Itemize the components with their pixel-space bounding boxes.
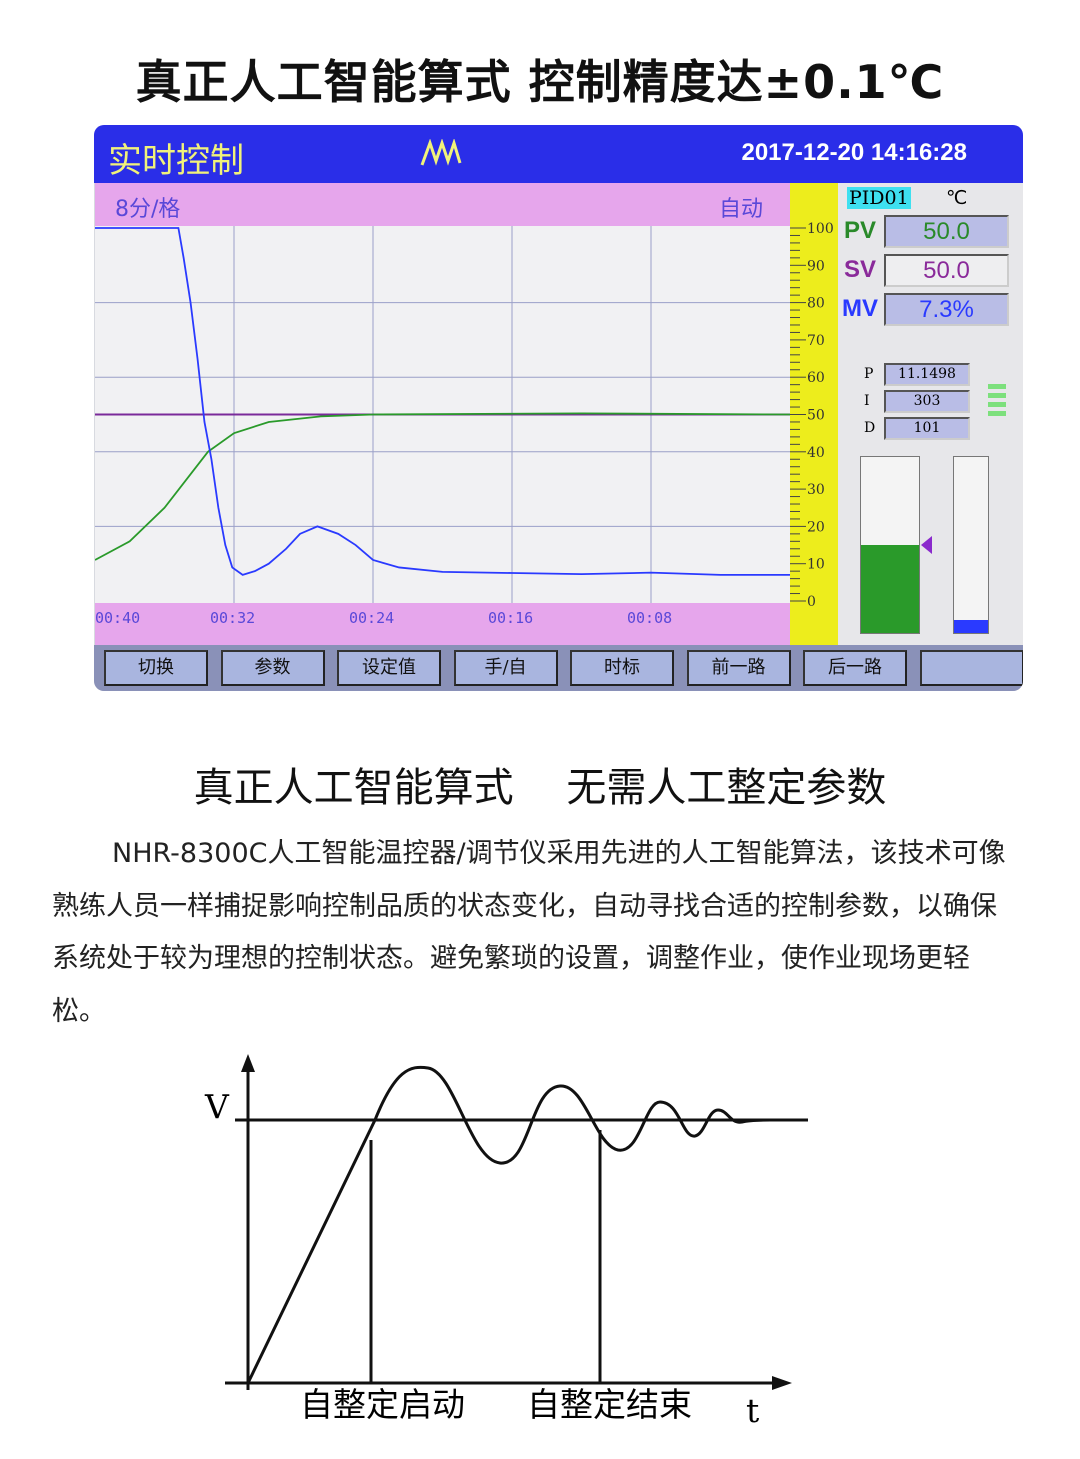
p-value: 11.1498 [884, 363, 970, 386]
start-label: 自整定启动 [300, 1385, 465, 1424]
y-axis-arrow-icon [241, 1054, 255, 1072]
time-label: 00:16 [488, 609, 534, 627]
value-panel: PID01 ℃ PV 50.0 SV 50.0 MV 7.3% P 11.149… [838, 183, 1023, 645]
y-tick-label: 80 [807, 296, 825, 312]
y-tick-label: 40 [807, 445, 825, 461]
screen-header: 实时控制 2017-12-20 14:16:28 [94, 125, 1023, 183]
y-scale: 100 90 80 70 60 50 40 30 20 10 0 [790, 183, 838, 645]
y-tick-label: 50 [807, 408, 825, 424]
screen-title: 实时控制 [108, 141, 244, 181]
softkey-button[interactable]: 手/自 [453, 650, 558, 686]
time-label: 00:40 [95, 609, 141, 627]
mv-trend-line [95, 227, 790, 576]
trend-chart [95, 226, 790, 603]
mode-status: 自动 [719, 197, 764, 222]
i-label: I [864, 393, 870, 409]
time-label: 00:24 [349, 609, 395, 627]
y-tick-label: 90 [807, 258, 825, 274]
time-label: 00:08 [627, 609, 673, 627]
y-tick-label: 20 [807, 519, 825, 535]
softkey-button[interactable] [919, 650, 1023, 686]
wave-logo-icon [420, 139, 462, 166]
status-led-icon [988, 384, 1006, 419]
autotune-diagram: V t 自整定启动 自整定结束 [204, 1054, 808, 1430]
pv-trend-line [95, 412, 790, 561]
time-label: 00:32 [210, 609, 256, 627]
mv-value: 7.3% [884, 293, 1009, 326]
sv-label: SV [844, 256, 877, 283]
softkey-button[interactable]: 切换 [104, 650, 208, 686]
trend-top-bar: 8分/格 自动 [95, 183, 790, 226]
y-tick-label: 30 [807, 482, 825, 498]
softkey-button[interactable]: 后一路 [803, 650, 907, 686]
x-axis-label: t [746, 1391, 759, 1430]
softkey-button[interactable]: 参数 [220, 650, 325, 686]
headline: 真正人工智能算式 控制精度达±0.1℃ [135, 55, 945, 109]
pv-label: PV [844, 217, 877, 244]
softkey-button[interactable]: 时标 [570, 650, 674, 686]
controller-screen: 实时控制 2017-12-20 14:16:28 8分/格 自动 00:40 0… [94, 125, 1023, 691]
p-label: P [864, 366, 874, 382]
pv-gauge [860, 456, 920, 634]
time-scale: 8分/格 [115, 197, 181, 222]
subheadline: 真正人工智能算式 无需人工整定参数 [193, 765, 887, 811]
softkey-button[interactable]: 设定值 [337, 650, 441, 686]
loop-id: PID01 [847, 187, 911, 209]
end-label: 自整定结束 [527, 1385, 692, 1424]
pv-value: 50.0 [884, 215, 1009, 248]
button-bar: 切换 参数 设定值 手/自 时标 前一路 后一路 [94, 645, 1023, 691]
mv-label: MV [842, 295, 878, 322]
x-axis-arrow-icon [772, 1376, 792, 1390]
unit: ℃ [946, 187, 968, 209]
mv-gauge [953, 456, 989, 634]
time-axis: 00:40 00:32 00:24 00:16 00:08 [95, 603, 790, 645]
sv-marker-icon [921, 536, 932, 554]
y-tick-label: 70 [807, 333, 825, 349]
y-tick-label: 60 [807, 370, 825, 386]
softkey-button[interactable]: 前一路 [686, 650, 791, 686]
y-tick-label: 10 [807, 557, 825, 573]
y-tick-label: 100 [807, 221, 834, 237]
sv-value[interactable]: 50.0 [884, 254, 1009, 287]
description: NHR-8300C人工智能温控器/调节仪采用先进的人工智能算法，该技术可像熟练人… [52, 838, 1006, 1027]
y-axis-label: V [204, 1087, 230, 1126]
y-tick-label: 0 [807, 594, 816, 610]
i-value: 303 [884, 390, 970, 413]
datetime: 2017-12-20 14:16:28 [741, 139, 967, 166]
d-value: 101 [884, 417, 970, 440]
d-label: D [864, 420, 876, 436]
